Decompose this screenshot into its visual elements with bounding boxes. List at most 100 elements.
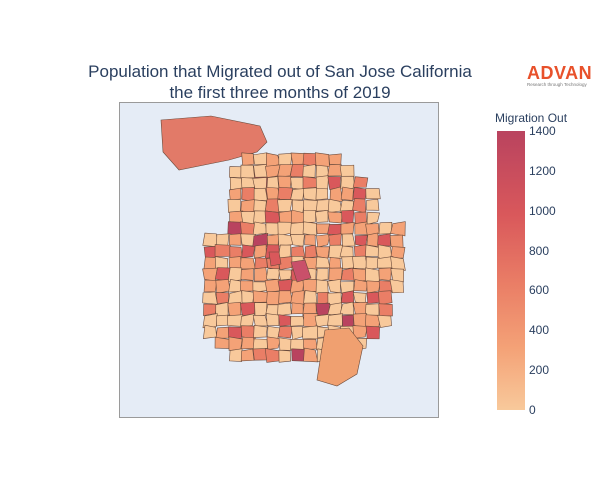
tract-region[interactable] (341, 233, 356, 247)
tract-region[interactable] (254, 267, 268, 282)
tract-region[interactable] (240, 221, 256, 236)
tract-region[interactable] (264, 278, 281, 293)
tract-region[interactable] (214, 244, 231, 257)
tract-region[interactable] (290, 316, 306, 327)
tract-region[interactable] (389, 279, 404, 294)
tract-region[interactable] (202, 313, 218, 329)
tract-region[interactable] (302, 279, 318, 293)
tract-region[interactable] (290, 290, 305, 306)
tract-region[interactable] (278, 349, 292, 363)
tract-region[interactable] (228, 336, 243, 351)
tract-region[interactable] (390, 256, 406, 271)
tract-region[interactable] (327, 198, 343, 214)
tract-region[interactable] (278, 314, 293, 327)
tract-region[interactable] (203, 279, 218, 293)
tract-region[interactable] (327, 278, 342, 294)
tract-region[interactable] (240, 164, 255, 179)
tract-region[interactable] (328, 233, 342, 247)
tract-region[interactable] (290, 188, 305, 201)
tract-region[interactable] (215, 279, 231, 294)
tract-region[interactable] (340, 290, 355, 303)
tract-region[interactable] (215, 292, 230, 305)
tract-region[interactable] (254, 257, 268, 270)
tract-region[interactable] (265, 313, 280, 326)
tract-region[interactable] (365, 325, 380, 340)
tract-region[interactable] (353, 244, 368, 258)
tract-region[interactable] (291, 348, 306, 362)
tract-region[interactable] (278, 269, 293, 281)
tract-region[interactable] (316, 199, 330, 212)
tract-region[interactable] (303, 210, 317, 224)
tract-region[interactable] (340, 222, 355, 236)
tract-region[interactable] (227, 267, 243, 283)
tract-region[interactable] (268, 251, 282, 267)
tract-region[interactable] (389, 234, 404, 248)
tract-region[interactable] (252, 290, 269, 303)
tract-region[interactable] (303, 347, 319, 363)
tract-region[interactable] (304, 234, 316, 246)
tract-region[interactable] (302, 325, 319, 340)
tract-region[interactable] (266, 336, 281, 350)
tract-region[interactable] (377, 233, 391, 247)
tract-region[interactable] (366, 198, 380, 211)
tract-region[interactable] (240, 348, 255, 362)
tract-region[interactable] (341, 314, 354, 328)
tract-region[interactable] (315, 256, 331, 269)
tract-region[interactable] (352, 292, 367, 304)
tract-region[interactable] (241, 152, 255, 167)
tract-region[interactable] (378, 267, 392, 281)
tract-region[interactable] (303, 338, 318, 350)
tract-region[interactable] (352, 301, 368, 316)
tract-region[interactable] (365, 303, 380, 316)
tract-region[interactable] (290, 326, 304, 340)
tract-region[interactable] (229, 233, 242, 246)
tract-region[interactable] (252, 221, 268, 236)
tract-region[interactable] (253, 187, 268, 202)
tract-region[interactable] (339, 301, 355, 316)
tract-region[interactable] (277, 221, 293, 237)
tract-region[interactable] (302, 164, 316, 178)
tract-region[interactable] (203, 303, 218, 316)
tract-region[interactable] (365, 314, 381, 328)
tract-region[interactable] (352, 176, 369, 188)
tract-region[interactable] (314, 209, 329, 223)
tract-region[interactable] (277, 186, 294, 200)
tract-region[interactable] (315, 175, 329, 190)
tract-region[interactable] (302, 221, 318, 237)
tract-region[interactable] (354, 234, 368, 247)
tract-region[interactable] (390, 221, 406, 237)
tract-region[interactable] (329, 186, 343, 202)
tract-region[interactable] (378, 303, 393, 317)
tract-region[interactable] (278, 337, 292, 351)
tract-region[interactable] (252, 177, 267, 190)
tract-region[interactable] (202, 291, 218, 305)
tract-region[interactable] (328, 153, 342, 166)
tract-region[interactable] (352, 187, 368, 200)
tract-region[interactable] (278, 290, 293, 304)
tract-region[interactable] (240, 280, 254, 292)
tract-region[interactable] (253, 152, 268, 166)
tract-region[interactable] (327, 211, 343, 224)
tract-region[interactable] (264, 198, 281, 213)
tract-region[interactable] (227, 199, 241, 213)
tract-region[interactable] (328, 267, 343, 281)
tract-region[interactable] (265, 268, 280, 280)
tract-region[interactable] (203, 324, 217, 339)
tract-region[interactable] (277, 326, 294, 339)
tract-region[interactable] (366, 211, 380, 225)
tract-region[interactable] (229, 177, 243, 190)
tract-region[interactable] (266, 234, 279, 246)
tract-region[interactable] (327, 313, 343, 327)
tract-region[interactable] (215, 301, 229, 317)
tract-region[interactable] (340, 186, 354, 201)
tract-region[interactable] (302, 187, 318, 201)
tract-region[interactable] (341, 209, 355, 224)
tract-region[interactable] (290, 234, 305, 247)
tract-region[interactable] (316, 233, 331, 248)
tract-region[interactable] (277, 244, 292, 259)
tract-region[interactable] (289, 163, 305, 178)
tract-region[interactable] (160, 115, 268, 171)
tract-region[interactable] (339, 164, 355, 179)
tract-region[interactable] (227, 301, 242, 317)
tract-region[interactable] (253, 324, 268, 338)
